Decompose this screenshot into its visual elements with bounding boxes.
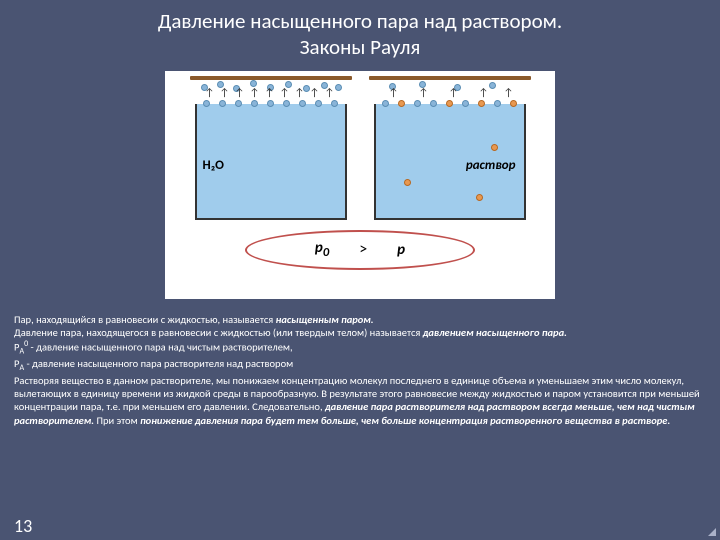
label-solution: раствор [466, 158, 516, 173]
beakers-row: ↑ ↑ ↑ ↑ ↑ ↑ ↑ ↑ ↑ H₂O [165, 71, 555, 220]
greater-than: > [359, 240, 367, 259]
page-number: 13 [14, 515, 32, 537]
beaker-water: H₂O [195, 104, 347, 220]
beaker-left: ↑ ↑ ↑ ↑ ↑ ↑ ↑ ↑ ↑ H₂O [195, 76, 347, 220]
para-4: РА - давление насыщенного пара растворит… [14, 357, 706, 373]
pressure-comparison: p0 > p [245, 230, 475, 270]
beaker-right: ↑ ↑ ↑ ↑ ↑ раствор [374, 76, 526, 220]
evaporation-arrows: ↑ ↑ ↑ ↑ ↑ [374, 86, 526, 100]
p-symbol: p [397, 241, 405, 259]
title-line-1: Давление насыщенного пара над раствором. [158, 8, 562, 34]
para-3: РА0 - давление насыщенного пара над чист… [14, 339, 706, 357]
evaporation-arrows: ↑ ↑ ↑ ↑ ↑ ↑ ↑ ↑ ↑ [195, 86, 347, 100]
title-line-2: Законы Рауля [300, 34, 421, 60]
diagram: ↑ ↑ ↑ ↑ ↑ ↑ ↑ ↑ ↑ H₂O [165, 71, 555, 299]
para-5: Растворяя вещество в данном растворителе… [14, 374, 706, 428]
p0-symbol: p0 [315, 239, 329, 260]
slide-title: Давление насыщенного пара над раствором.… [0, 0, 720, 61]
beaker-solution: раствор [374, 104, 526, 220]
body-text: Пар, находящийся в равновесии с жидкость… [0, 299, 720, 428]
para-1: Пар, находящийся в равновесии с жидкость… [14, 313, 706, 326]
label-h2o: H₂O [203, 158, 224, 173]
corner-decoration [708, 528, 716, 536]
para-2: Давление пара, находящегося в равновесии… [14, 326, 706, 339]
